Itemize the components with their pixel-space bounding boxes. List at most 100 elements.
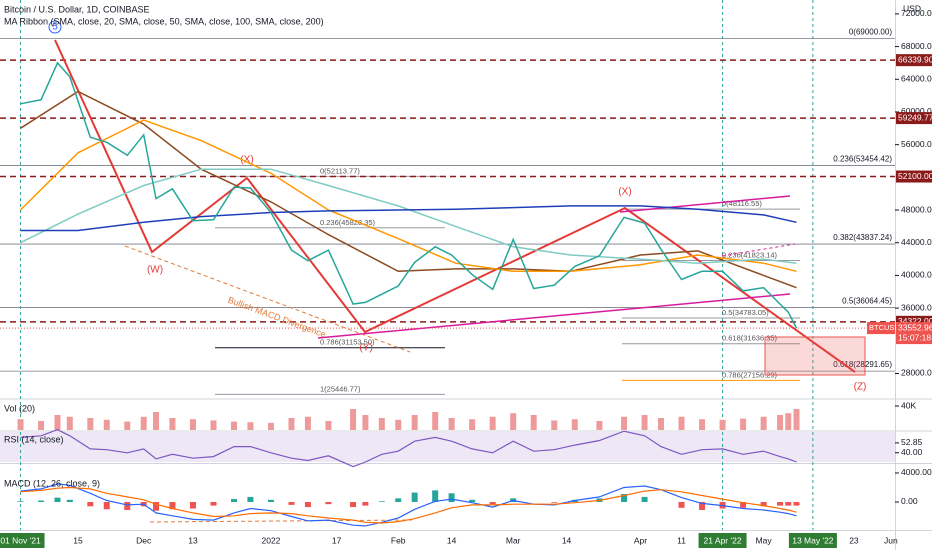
histogram-bar <box>288 501 295 505</box>
x-tick-highlight <box>788 533 837 548</box>
x-tick-label: Mar <box>506 535 521 545</box>
pane-title: RSI (14, close) <box>4 434 64 444</box>
y-tick-label: 0.00 <box>901 496 918 506</box>
y-tick-label: 28000.00 <box>901 368 932 378</box>
channel-line <box>721 243 796 257</box>
volume-bar <box>362 415 369 430</box>
y-tick-label: 60000.00 <box>901 106 932 116</box>
volume-bar <box>325 421 332 430</box>
y-tick-label: 64000.00 <box>901 74 932 84</box>
volume-bar <box>719 419 726 430</box>
histogram-bar <box>699 501 706 510</box>
volume-bar <box>699 419 706 430</box>
volume-bar <box>54 415 61 430</box>
volume-bar <box>288 418 295 430</box>
volume-bar <box>169 418 176 430</box>
fib-label: 0(69000.00) <box>849 28 892 37</box>
volume-bar <box>304 416 311 430</box>
indicator-line <box>20 486 797 524</box>
wave-label: (Y) <box>359 343 372 354</box>
y-tick-label: 48000.00 <box>901 204 932 214</box>
level-label: 66339.90 <box>898 54 932 64</box>
divergence-line <box>124 245 411 353</box>
histogram-bar <box>103 501 110 510</box>
histogram-bar <box>793 501 800 506</box>
histogram-bar <box>169 501 176 510</box>
wave-line <box>54 39 856 373</box>
volume-bar <box>740 418 747 430</box>
histogram-bar <box>325 501 332 505</box>
volume-bar <box>411 415 418 430</box>
level-tag <box>896 112 932 125</box>
histogram-bar <box>267 499 274 502</box>
volume-bar <box>267 422 274 430</box>
volume-bar <box>38 421 45 430</box>
volume-bar <box>510 413 517 430</box>
volume-bar <box>17 419 24 430</box>
y-tick-label: 44000.00 <box>901 237 932 247</box>
histogram-bar <box>785 501 792 506</box>
y-tick-label: 52.85 <box>901 437 923 447</box>
histogram-bar <box>210 501 217 506</box>
histogram-bar <box>231 499 238 502</box>
x-tick-label: 11 <box>677 535 686 545</box>
ma-line <box>19 119 797 273</box>
x-tick-label: 2022 <box>262 535 281 545</box>
histogram-bar <box>777 501 784 506</box>
indicator-line <box>20 483 797 527</box>
fib-label: 0.236(41823.14) <box>722 250 778 259</box>
histogram-bar <box>621 494 628 502</box>
y-tick-label: 68000.00 <box>901 41 932 51</box>
volume-bar <box>571 419 578 430</box>
volume-bar <box>153 412 160 430</box>
x-tick-label: Apr <box>634 535 647 545</box>
wave-label: (W) <box>147 265 163 276</box>
volume-bar <box>140 416 147 430</box>
price-tag-countdown: 15:07:18 <box>898 332 931 342</box>
volume-bar <box>760 416 767 430</box>
histogram-bar <box>432 490 439 502</box>
volume-bar <box>378 418 385 430</box>
fib-label: 0.618(31636.35) <box>722 334 778 343</box>
fib-label: 0.786(31153.50) <box>320 338 375 347</box>
level-label: 52100.00 <box>898 171 932 181</box>
x-tick-label: 13 May '22 <box>792 535 834 545</box>
volume-bar <box>189 419 196 430</box>
histogram-bar <box>247 496 254 502</box>
x-tick-label: Dec <box>136 535 152 545</box>
price-line <box>20 61 798 329</box>
histogram-bar <box>411 492 418 502</box>
histogram-bar <box>189 501 196 509</box>
histogram-bar <box>66 499 73 502</box>
rsi-background <box>0 432 895 462</box>
histogram-bar <box>153 501 160 511</box>
histogram-bar <box>551 501 558 503</box>
x-tick-label: 01 Nov '21 <box>0 535 41 545</box>
level-tag <box>896 170 932 183</box>
histogram-bar <box>395 498 402 502</box>
y-tick-label: 56000.00 <box>901 139 932 149</box>
histogram-bar <box>740 501 747 508</box>
ma-line <box>20 205 797 232</box>
volume-bar <box>596 421 603 430</box>
x-tick-label: 15 <box>73 535 83 545</box>
x-tick-label: 23 <box>849 535 859 545</box>
chart-title: Bitcoin / U.S. Dollar, 1D, COINBASE <box>4 4 150 14</box>
volume-bar <box>231 421 238 430</box>
volume-bar <box>66 416 73 430</box>
x-tick-label: 21 Apr '22 <box>704 535 742 545</box>
x-tick-label: Jun <box>884 535 898 545</box>
price-tag-value: 33552.96 <box>898 322 932 332</box>
fib-label: 0.786(27156.29) <box>722 370 778 379</box>
histogram-bar <box>448 493 455 502</box>
volume-bar <box>124 421 131 430</box>
fib-label: 0.5(34783.05) <box>722 308 769 317</box>
x-tick-label: 17 <box>332 535 342 545</box>
histogram-bar <box>641 496 648 502</box>
fib-label: 0.5(36064.45) <box>842 297 892 306</box>
histogram-bar <box>489 501 496 505</box>
fib-label: 0.382(43837.24) <box>833 233 892 242</box>
fib-label: 0.618(28291.65) <box>833 360 892 369</box>
